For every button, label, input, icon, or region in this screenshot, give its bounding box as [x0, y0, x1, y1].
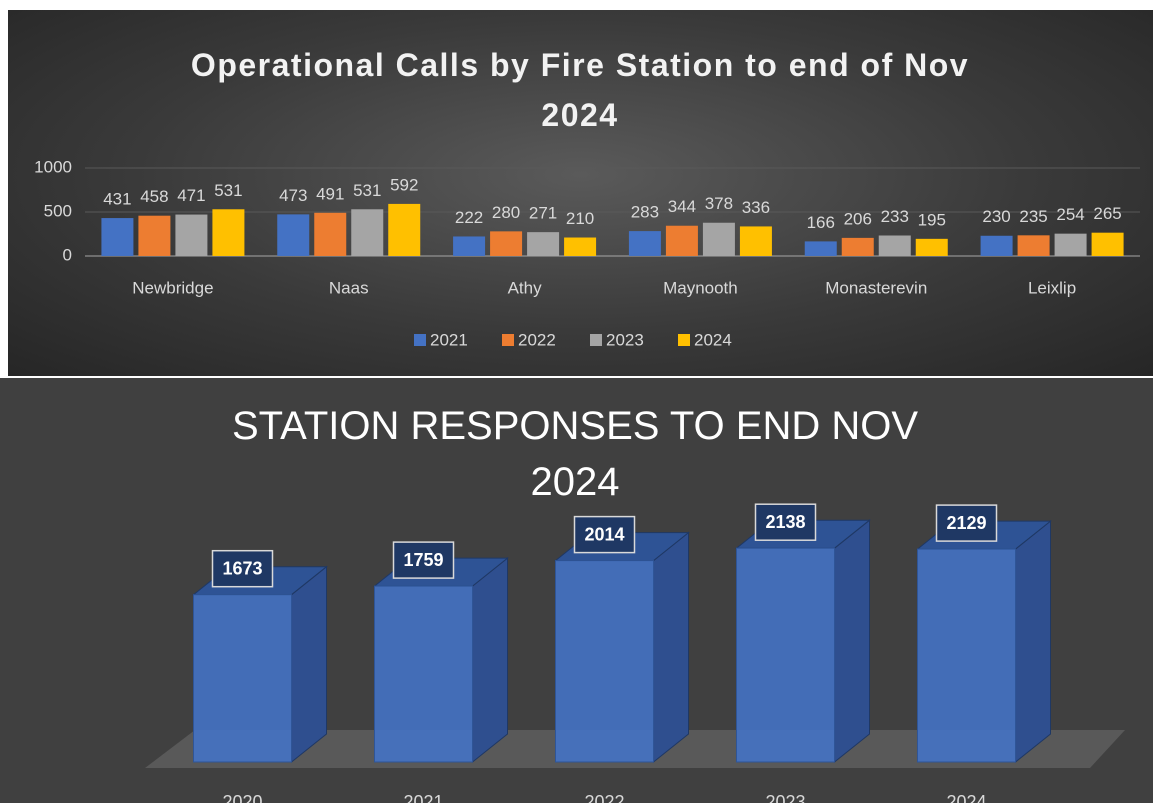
- bar: [490, 231, 523, 256]
- chart-background: [8, 10, 1153, 376]
- data-label: 431: [103, 190, 131, 209]
- y-tick-label: 0: [63, 245, 72, 264]
- data-label: 280: [492, 203, 520, 222]
- data-label: 473: [279, 186, 307, 205]
- bar-side: [1015, 520, 1051, 764]
- bar: [917, 548, 1016, 763]
- bar: [878, 235, 911, 256]
- bar: [1017, 235, 1050, 256]
- bar: [665, 225, 698, 256]
- bar: [388, 203, 421, 256]
- bar: [915, 238, 948, 256]
- bar: [555, 560, 654, 763]
- legend-swatch: [502, 334, 514, 346]
- data-label: 235: [1019, 207, 1047, 226]
- data-label: 265: [1093, 204, 1121, 223]
- bar-side: [472, 557, 508, 764]
- x-tick-label: Leixlip: [1028, 278, 1076, 297]
- bar: [980, 235, 1013, 256]
- data-label: 206: [844, 209, 872, 228]
- data-label: 2138: [765, 512, 805, 532]
- data-label-box: [935, 504, 998, 542]
- bar: [628, 231, 661, 256]
- bar: [841, 237, 874, 256]
- data-label: 344: [668, 197, 696, 216]
- data-label: 531: [214, 181, 242, 200]
- data-label-box: [392, 541, 455, 579]
- data-label: 271: [529, 204, 557, 223]
- legend-label: 2022: [518, 330, 556, 349]
- bar: [277, 214, 310, 256]
- data-label: 336: [742, 198, 770, 217]
- bar: [804, 241, 837, 256]
- chart-title: Operational Calls by Fire Station to end…: [190, 47, 970, 133]
- chart-title: STATION RESPONSES TO END NOV 2024: [231, 404, 919, 504]
- bar: [1054, 233, 1087, 256]
- bar: [193, 594, 292, 763]
- x-tick-label: Maynooth: [663, 278, 738, 297]
- bar: [736, 547, 835, 763]
- x-tick-label: 2021: [403, 792, 443, 803]
- bar: [702, 222, 735, 256]
- x-tick-label: Athy: [508, 278, 543, 297]
- bar: [374, 585, 473, 763]
- bar-side: [834, 519, 870, 764]
- x-tick-label: 2022: [584, 792, 624, 803]
- bar: [138, 215, 171, 256]
- bar: [453, 236, 486, 256]
- legend-label: 2023: [606, 330, 644, 349]
- data-label: 283: [631, 203, 659, 222]
- data-label-box: [754, 503, 817, 541]
- data-label: 458: [140, 187, 168, 206]
- x-tick-label: 2024: [946, 792, 986, 803]
- x-tick-label: 2023: [765, 792, 805, 803]
- data-label: 592: [390, 175, 418, 194]
- bar-side: [653, 531, 689, 764]
- bar: [101, 218, 134, 256]
- bar: [351, 209, 384, 256]
- bar: [564, 237, 597, 256]
- bar: [314, 212, 347, 256]
- data-label: 210: [566, 209, 594, 228]
- data-label: 1673: [222, 558, 262, 578]
- data-label-box: [573, 515, 636, 554]
- bar: [1091, 232, 1124, 256]
- data-label: 2129: [946, 513, 986, 533]
- x-tick-label: Naas: [329, 278, 369, 297]
- legend-swatch: [678, 334, 690, 346]
- bar: [527, 232, 560, 256]
- x-tick-label: 2020: [222, 792, 262, 803]
- legend-label: 2024: [694, 330, 732, 349]
- legend-swatch: [414, 334, 426, 346]
- data-label: 1759: [403, 550, 443, 570]
- bar: [175, 214, 208, 256]
- bar: [212, 209, 245, 256]
- data-label: 195: [918, 210, 946, 229]
- data-label: 254: [1056, 205, 1084, 224]
- x-tick-label: Newbridge: [132, 278, 213, 297]
- data-label: 491: [316, 184, 344, 203]
- data-label: 233: [881, 207, 909, 226]
- data-label-box: [211, 549, 274, 588]
- x-tick-label: Monasterevin: [825, 278, 927, 297]
- data-label: 531: [353, 181, 381, 200]
- data-label: 166: [807, 213, 835, 232]
- bar-side: [291, 565, 327, 764]
- legend-label: 2021: [430, 330, 468, 349]
- y-tick-label: 1000: [34, 157, 72, 176]
- data-label: 230: [982, 207, 1010, 226]
- data-label: 378: [705, 194, 733, 213]
- data-label: 222: [455, 208, 483, 227]
- data-label: 471: [177, 186, 205, 205]
- y-tick-label: 500: [44, 201, 72, 220]
- bar: [739, 226, 772, 256]
- data-label: 2014: [584, 524, 624, 544]
- legend-swatch: [590, 334, 602, 346]
